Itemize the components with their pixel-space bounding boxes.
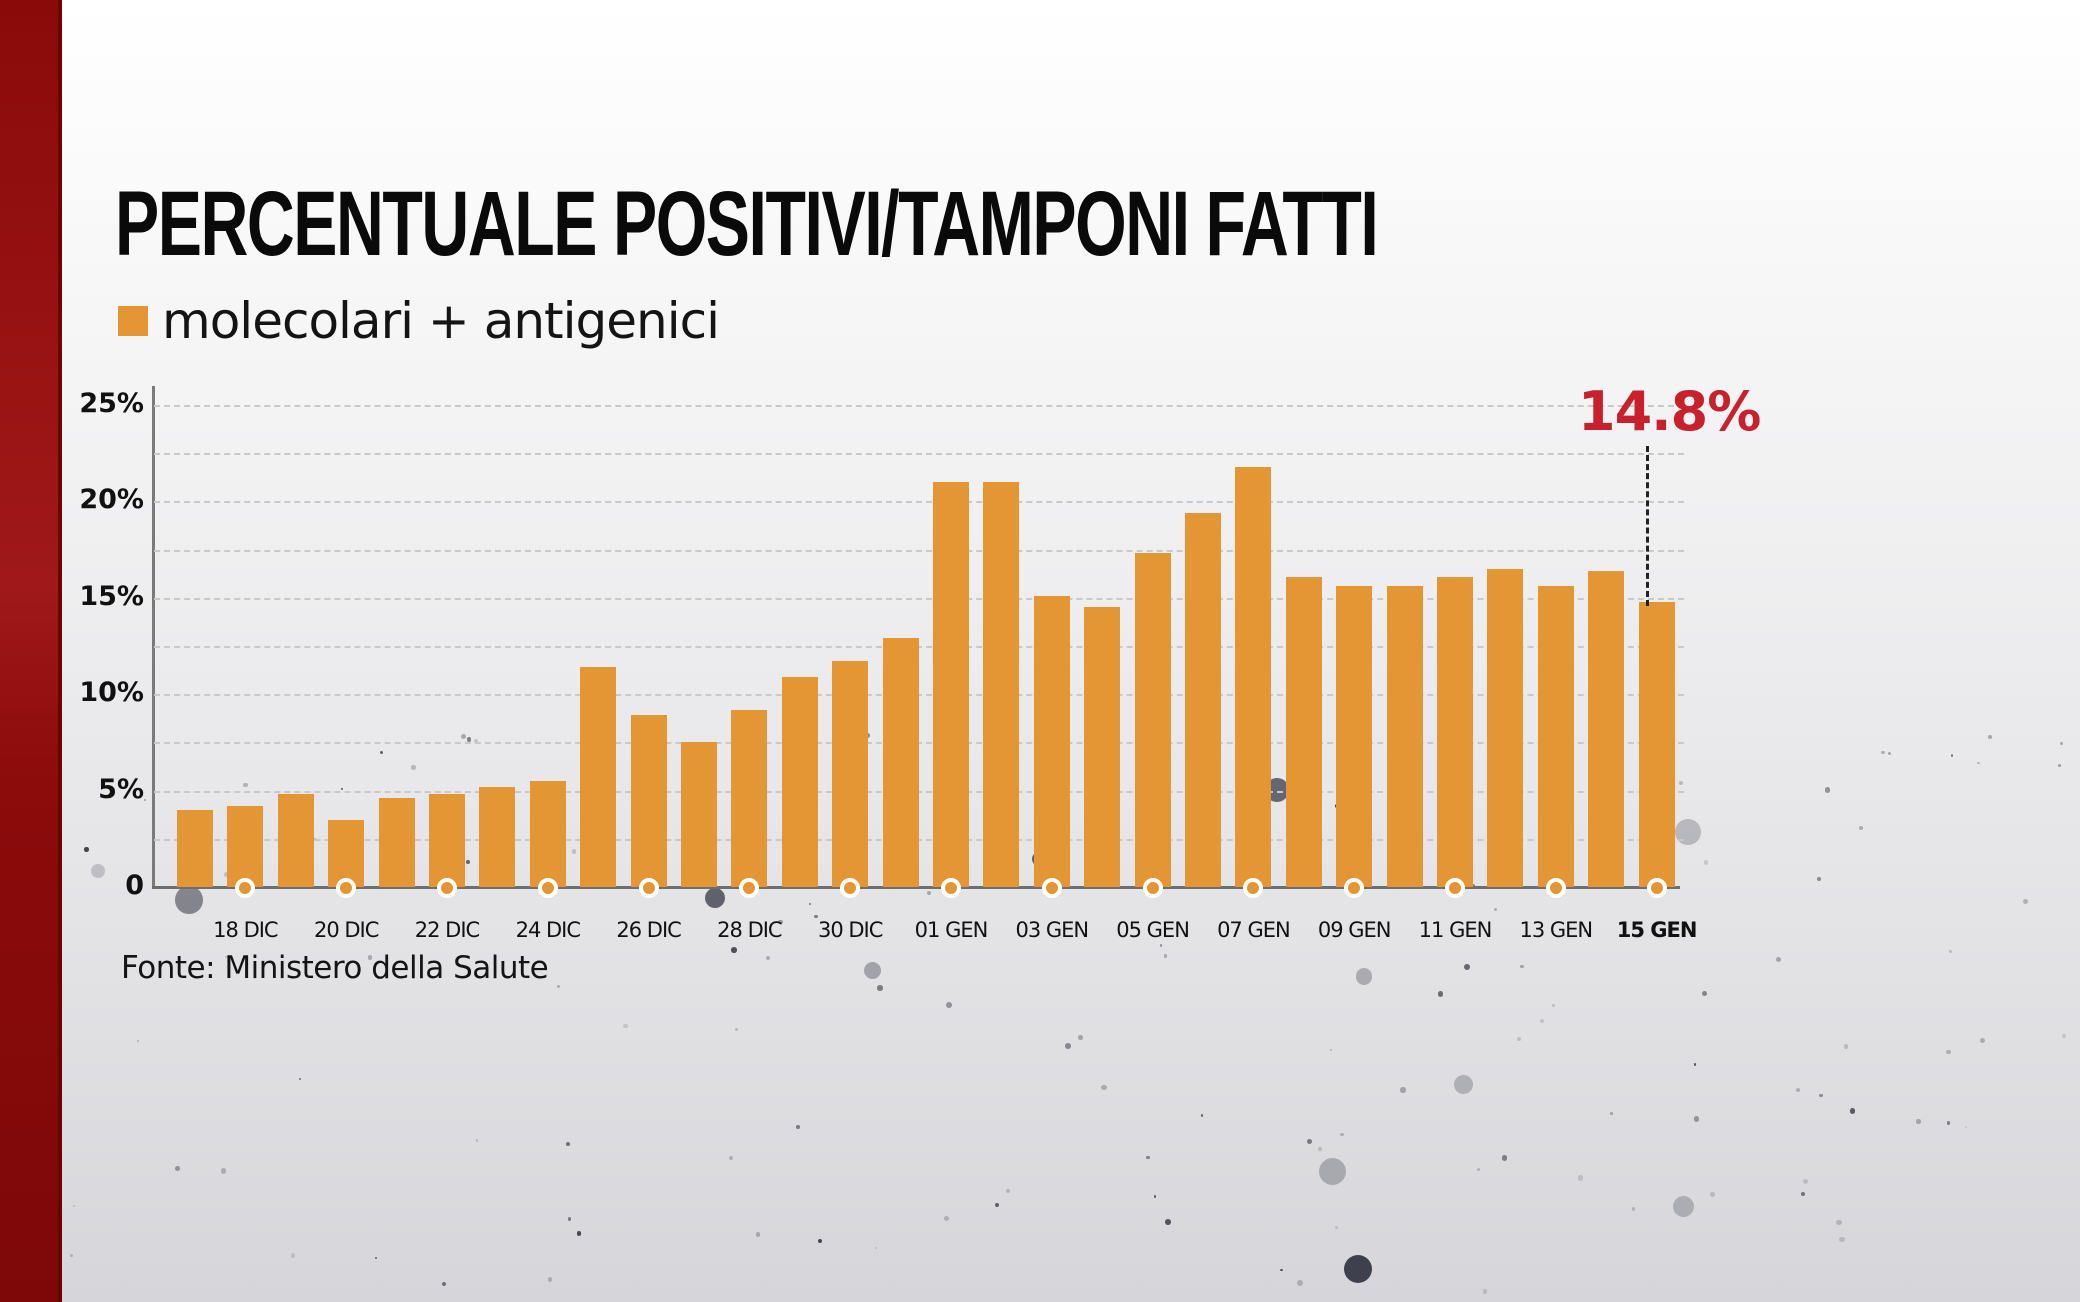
callout-leader-line bbox=[1646, 446, 1649, 606]
x-tick-marker-icon bbox=[437, 878, 457, 898]
bar bbox=[1033, 595, 1070, 887]
x-tick-label: 15 GEN bbox=[1616, 918, 1698, 942]
bar bbox=[781, 676, 818, 887]
gridline bbox=[154, 549, 1684, 552]
bar bbox=[328, 819, 365, 887]
bar bbox=[1437, 576, 1473, 887]
y-tick-label: 5% bbox=[98, 773, 144, 805]
x-tick-marker-icon bbox=[537, 878, 558, 898]
x-tick-label: 20 DIC bbox=[313, 918, 379, 942]
x-tick-label: 22 DIC bbox=[414, 918, 480, 942]
bar bbox=[1537, 586, 1574, 887]
x-tick-marker-icon bbox=[941, 878, 961, 898]
y-tick-label: 20% bbox=[79, 484, 144, 516]
source-note: Fonte: Ministero della Salute bbox=[121, 950, 549, 986]
legend-label: molecolari + antigenici bbox=[162, 292, 720, 350]
x-tick-label: 28 DIC bbox=[717, 918, 782, 942]
gridline bbox=[154, 838, 1684, 841]
bar bbox=[630, 715, 667, 887]
y-tick-label: 15% bbox=[79, 580, 144, 612]
x-tick-label: 11 GEN bbox=[1418, 918, 1493, 942]
gridline bbox=[154, 453, 1684, 456]
x-tick-label: 26 DIC bbox=[616, 918, 681, 942]
y-axis bbox=[152, 386, 155, 889]
x-axis bbox=[152, 886, 1680, 889]
gridline bbox=[154, 597, 1684, 600]
brand-side-bar bbox=[0, 0, 62, 1302]
latest-value-callout: 14.8% bbox=[1578, 380, 1761, 443]
bar bbox=[681, 742, 717, 887]
x-tick-label: 09 GEN bbox=[1317, 918, 1392, 942]
x-tick-label: 01 GEN bbox=[914, 918, 989, 942]
bar bbox=[731, 709, 768, 887]
bar bbox=[1386, 586, 1423, 887]
bar bbox=[1336, 586, 1373, 887]
bar bbox=[1487, 568, 1524, 887]
bar bbox=[227, 806, 264, 887]
x-tick-marker-icon bbox=[1545, 878, 1566, 898]
bar bbox=[882, 638, 919, 887]
y-tick-label: 25% bbox=[79, 388, 144, 419]
bar bbox=[177, 809, 213, 887]
x-tick-marker-icon bbox=[1142, 878, 1163, 898]
gridline bbox=[154, 742, 1684, 745]
x-tick-marker-icon bbox=[1646, 878, 1667, 898]
x-tick-label: 30 DIC bbox=[817, 918, 883, 942]
bar bbox=[1084, 607, 1121, 887]
x-tick-marker-icon bbox=[1041, 878, 1062, 898]
bar bbox=[1285, 576, 1322, 887]
bar bbox=[277, 794, 314, 887]
gridline bbox=[154, 405, 1684, 407]
x-tick-marker-icon bbox=[638, 878, 659, 898]
x-tick-marker-icon bbox=[235, 878, 256, 898]
bar bbox=[1185, 512, 1221, 887]
x-tick-label: 13 GEN bbox=[1519, 918, 1593, 942]
x-tick-label: 18 DIC bbox=[213, 918, 278, 942]
x-tick-marker-icon bbox=[1344, 878, 1365, 898]
bar bbox=[983, 482, 1020, 887]
legend-swatch-icon bbox=[118, 306, 148, 336]
x-tick-label: 24 DIC bbox=[515, 918, 581, 942]
x-tick-marker-icon bbox=[336, 878, 357, 898]
gridline bbox=[154, 790, 1684, 793]
bar bbox=[479, 786, 516, 887]
gridline bbox=[154, 694, 1684, 697]
bar bbox=[1588, 570, 1625, 887]
y-tick-label: 0 bbox=[125, 870, 144, 901]
x-tick-label: 03 GEN bbox=[1015, 918, 1089, 942]
bar bbox=[529, 780, 566, 887]
x-tick-label: 05 GEN bbox=[1116, 918, 1190, 942]
bar bbox=[933, 482, 969, 887]
bar bbox=[1235, 466, 1272, 887]
x-tick-marker-icon bbox=[1445, 878, 1465, 898]
gridline bbox=[154, 501, 1684, 504]
bar bbox=[832, 661, 869, 887]
bar bbox=[378, 798, 415, 887]
y-tick-label: 10% bbox=[79, 677, 144, 709]
x-tick-marker-icon bbox=[739, 878, 760, 898]
gridline bbox=[154, 646, 1684, 648]
bar bbox=[1638, 601, 1675, 887]
x-tick-marker-icon bbox=[840, 878, 861, 898]
bar bbox=[580, 667, 617, 887]
x-tick-label: 07 GEN bbox=[1217, 918, 1291, 942]
chart-title: PERCENTUALE POSITIVI/TAMPONI FATTI bbox=[115, 173, 1379, 275]
bar bbox=[1134, 553, 1171, 887]
bar bbox=[429, 794, 465, 887]
x-tick-marker-icon bbox=[1243, 878, 1264, 898]
legend: molecolari + antigenici bbox=[118, 292, 720, 350]
